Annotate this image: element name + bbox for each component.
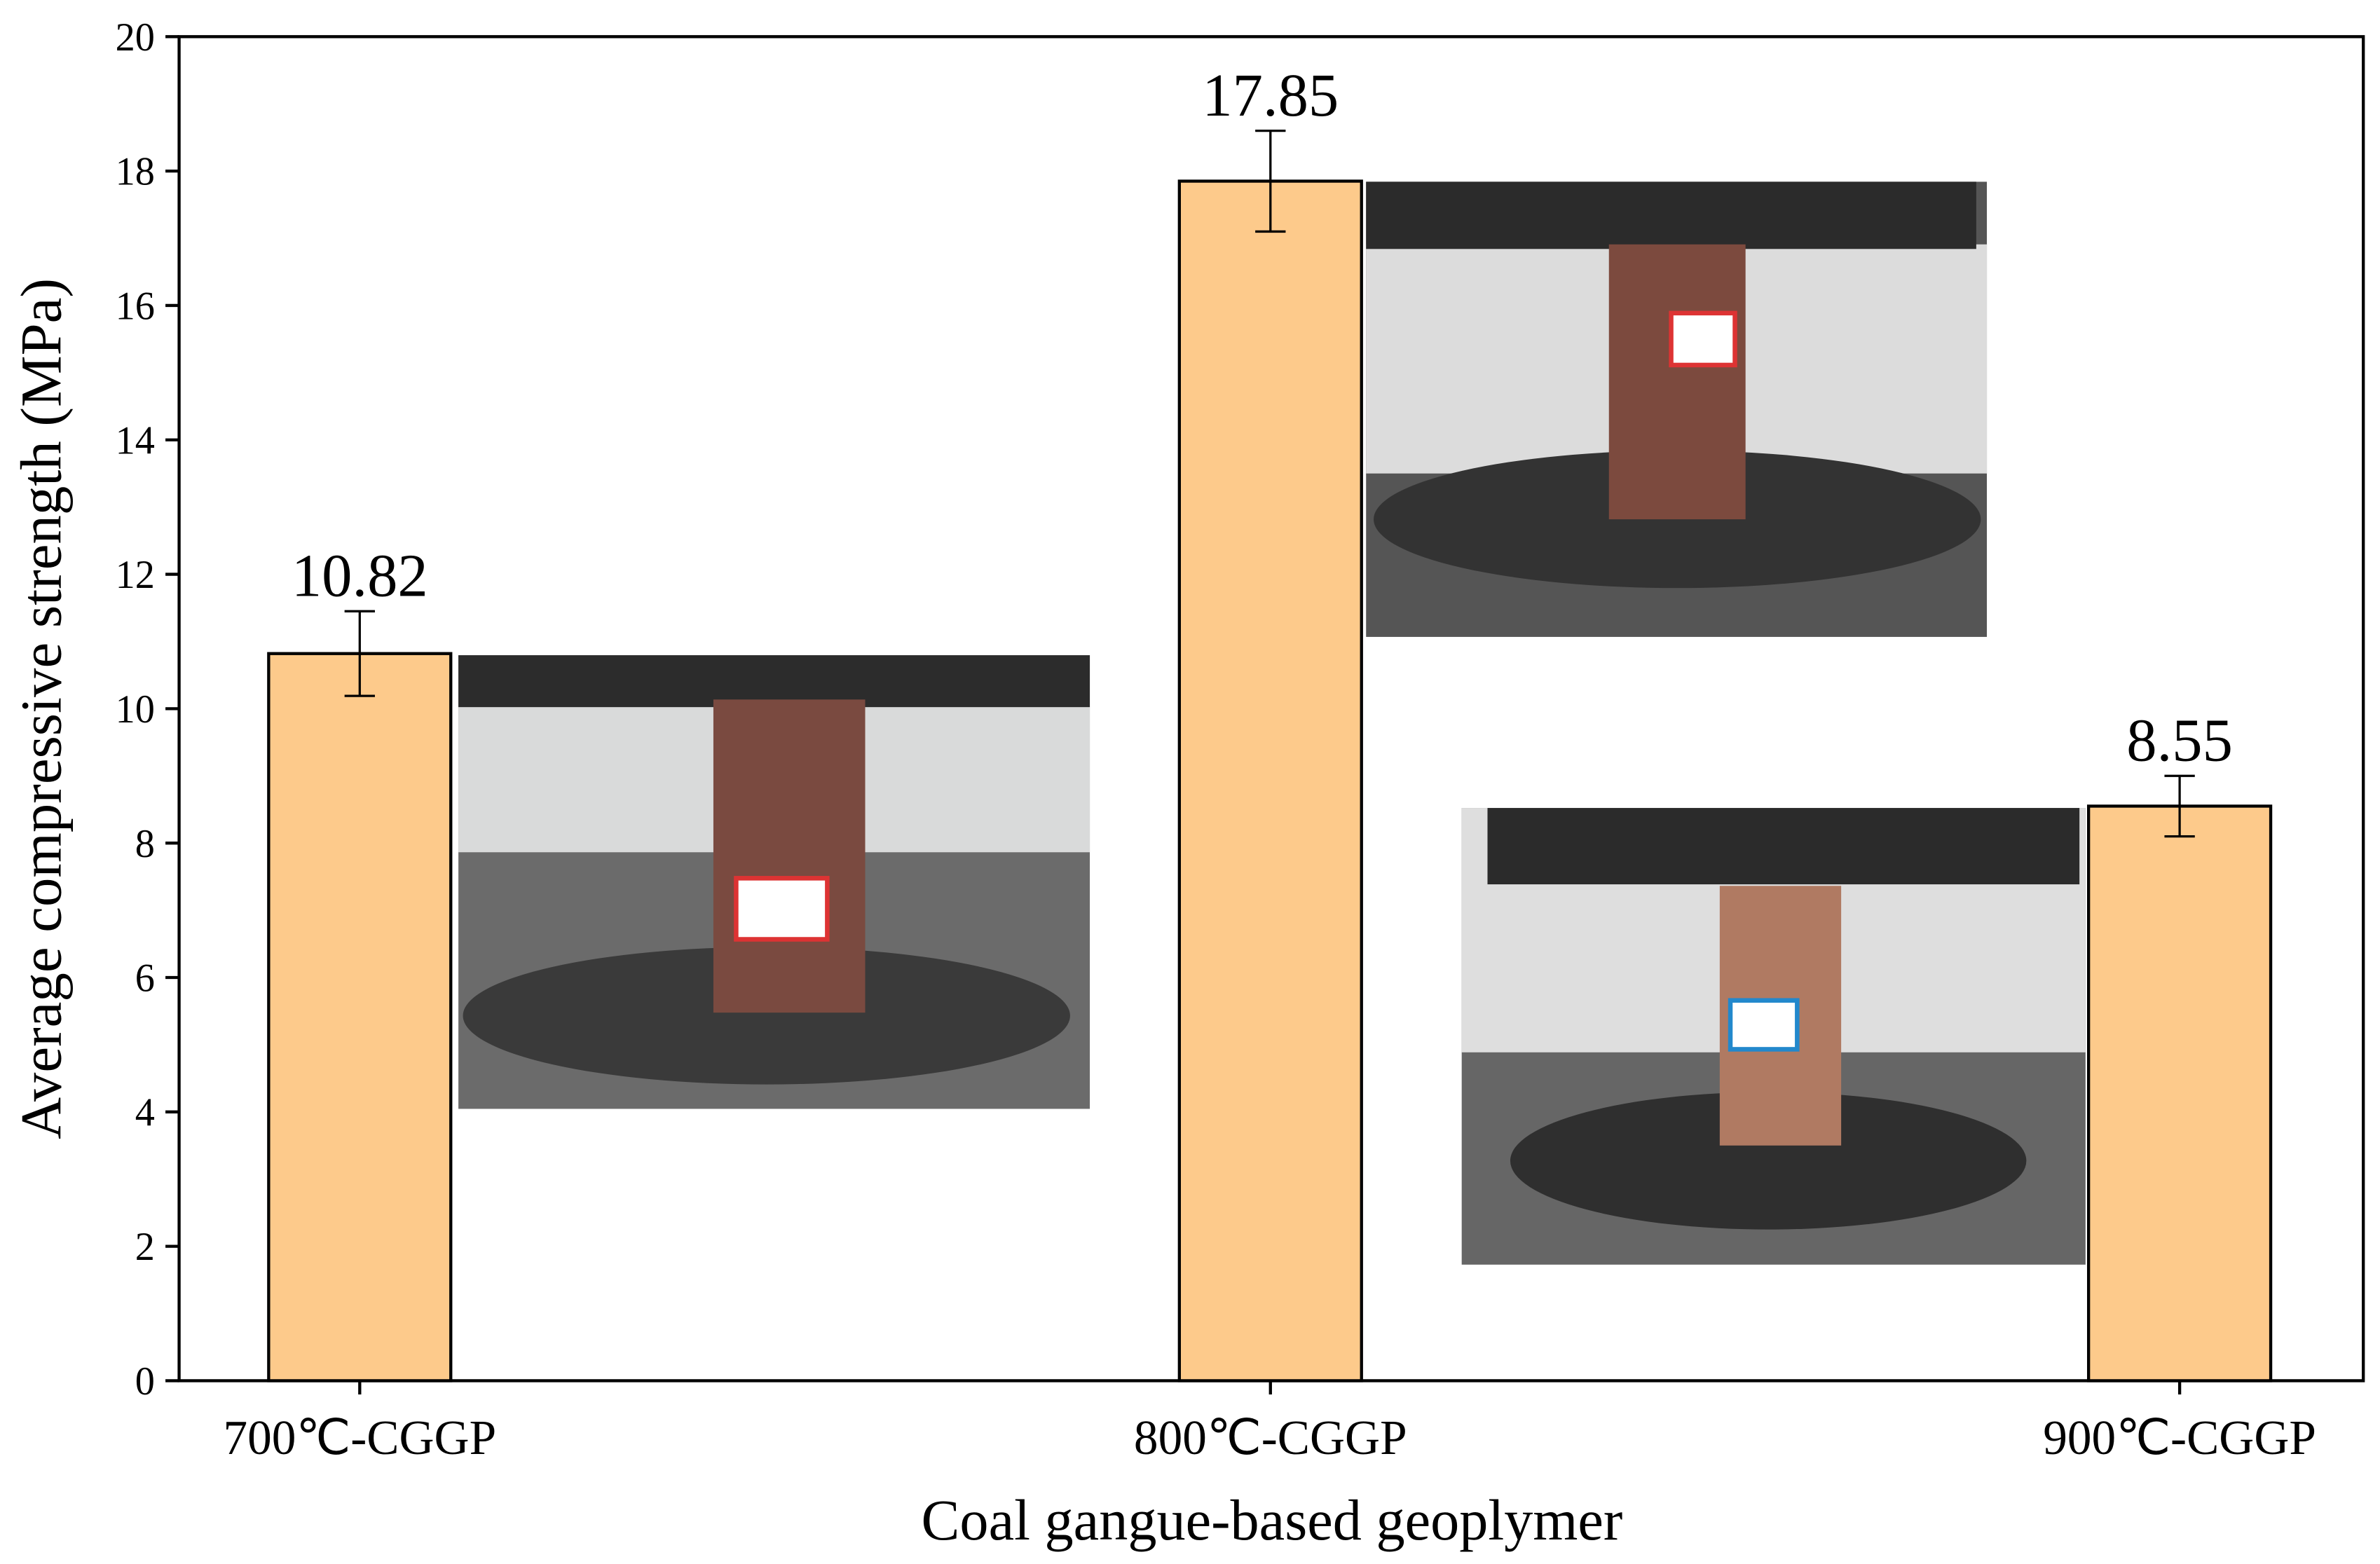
y-tick-label: 12 [116,554,155,597]
y-tick-label: 18 [116,151,155,194]
bar [1177,179,1363,1383]
photo-700 [458,655,1090,1109]
y-tick-label: 0 [135,1360,155,1404]
y-tick-label: 16 [116,284,155,328]
error-bar [1255,129,1286,233]
y-tick-label: 2 [135,1226,155,1269]
y-tick-label: 10 [116,688,155,732]
x-tick-label: 800℃-CGGP [1134,1411,1407,1465]
error-bar [344,610,375,697]
y-axis-label: Average compressive strength (MPa) [9,278,74,1139]
bar [267,652,453,1383]
y-tick-label: 6 [135,956,155,1000]
value-label: 17.85 [1202,62,1339,129]
photo-800 [1366,181,1988,637]
x-tick-label: 900℃-CGGP [2043,1411,2316,1465]
y-tick-label: 8 [135,823,155,866]
value-label: 10.82 [292,542,428,609]
photo-900 [1461,808,2086,1265]
y-tick-label: 4 [135,1091,155,1134]
x-axis-label: Coal gangue-based geoplymer [922,1488,1623,1552]
y-tick-label: 20 [116,16,155,60]
x-tick-label: 700℃-CGGP [223,1411,496,1465]
bar [2086,804,2273,1383]
y-tick-label: 14 [116,419,155,462]
error-bar [2164,774,2195,838]
value-label: 8.55 [2126,706,2233,774]
